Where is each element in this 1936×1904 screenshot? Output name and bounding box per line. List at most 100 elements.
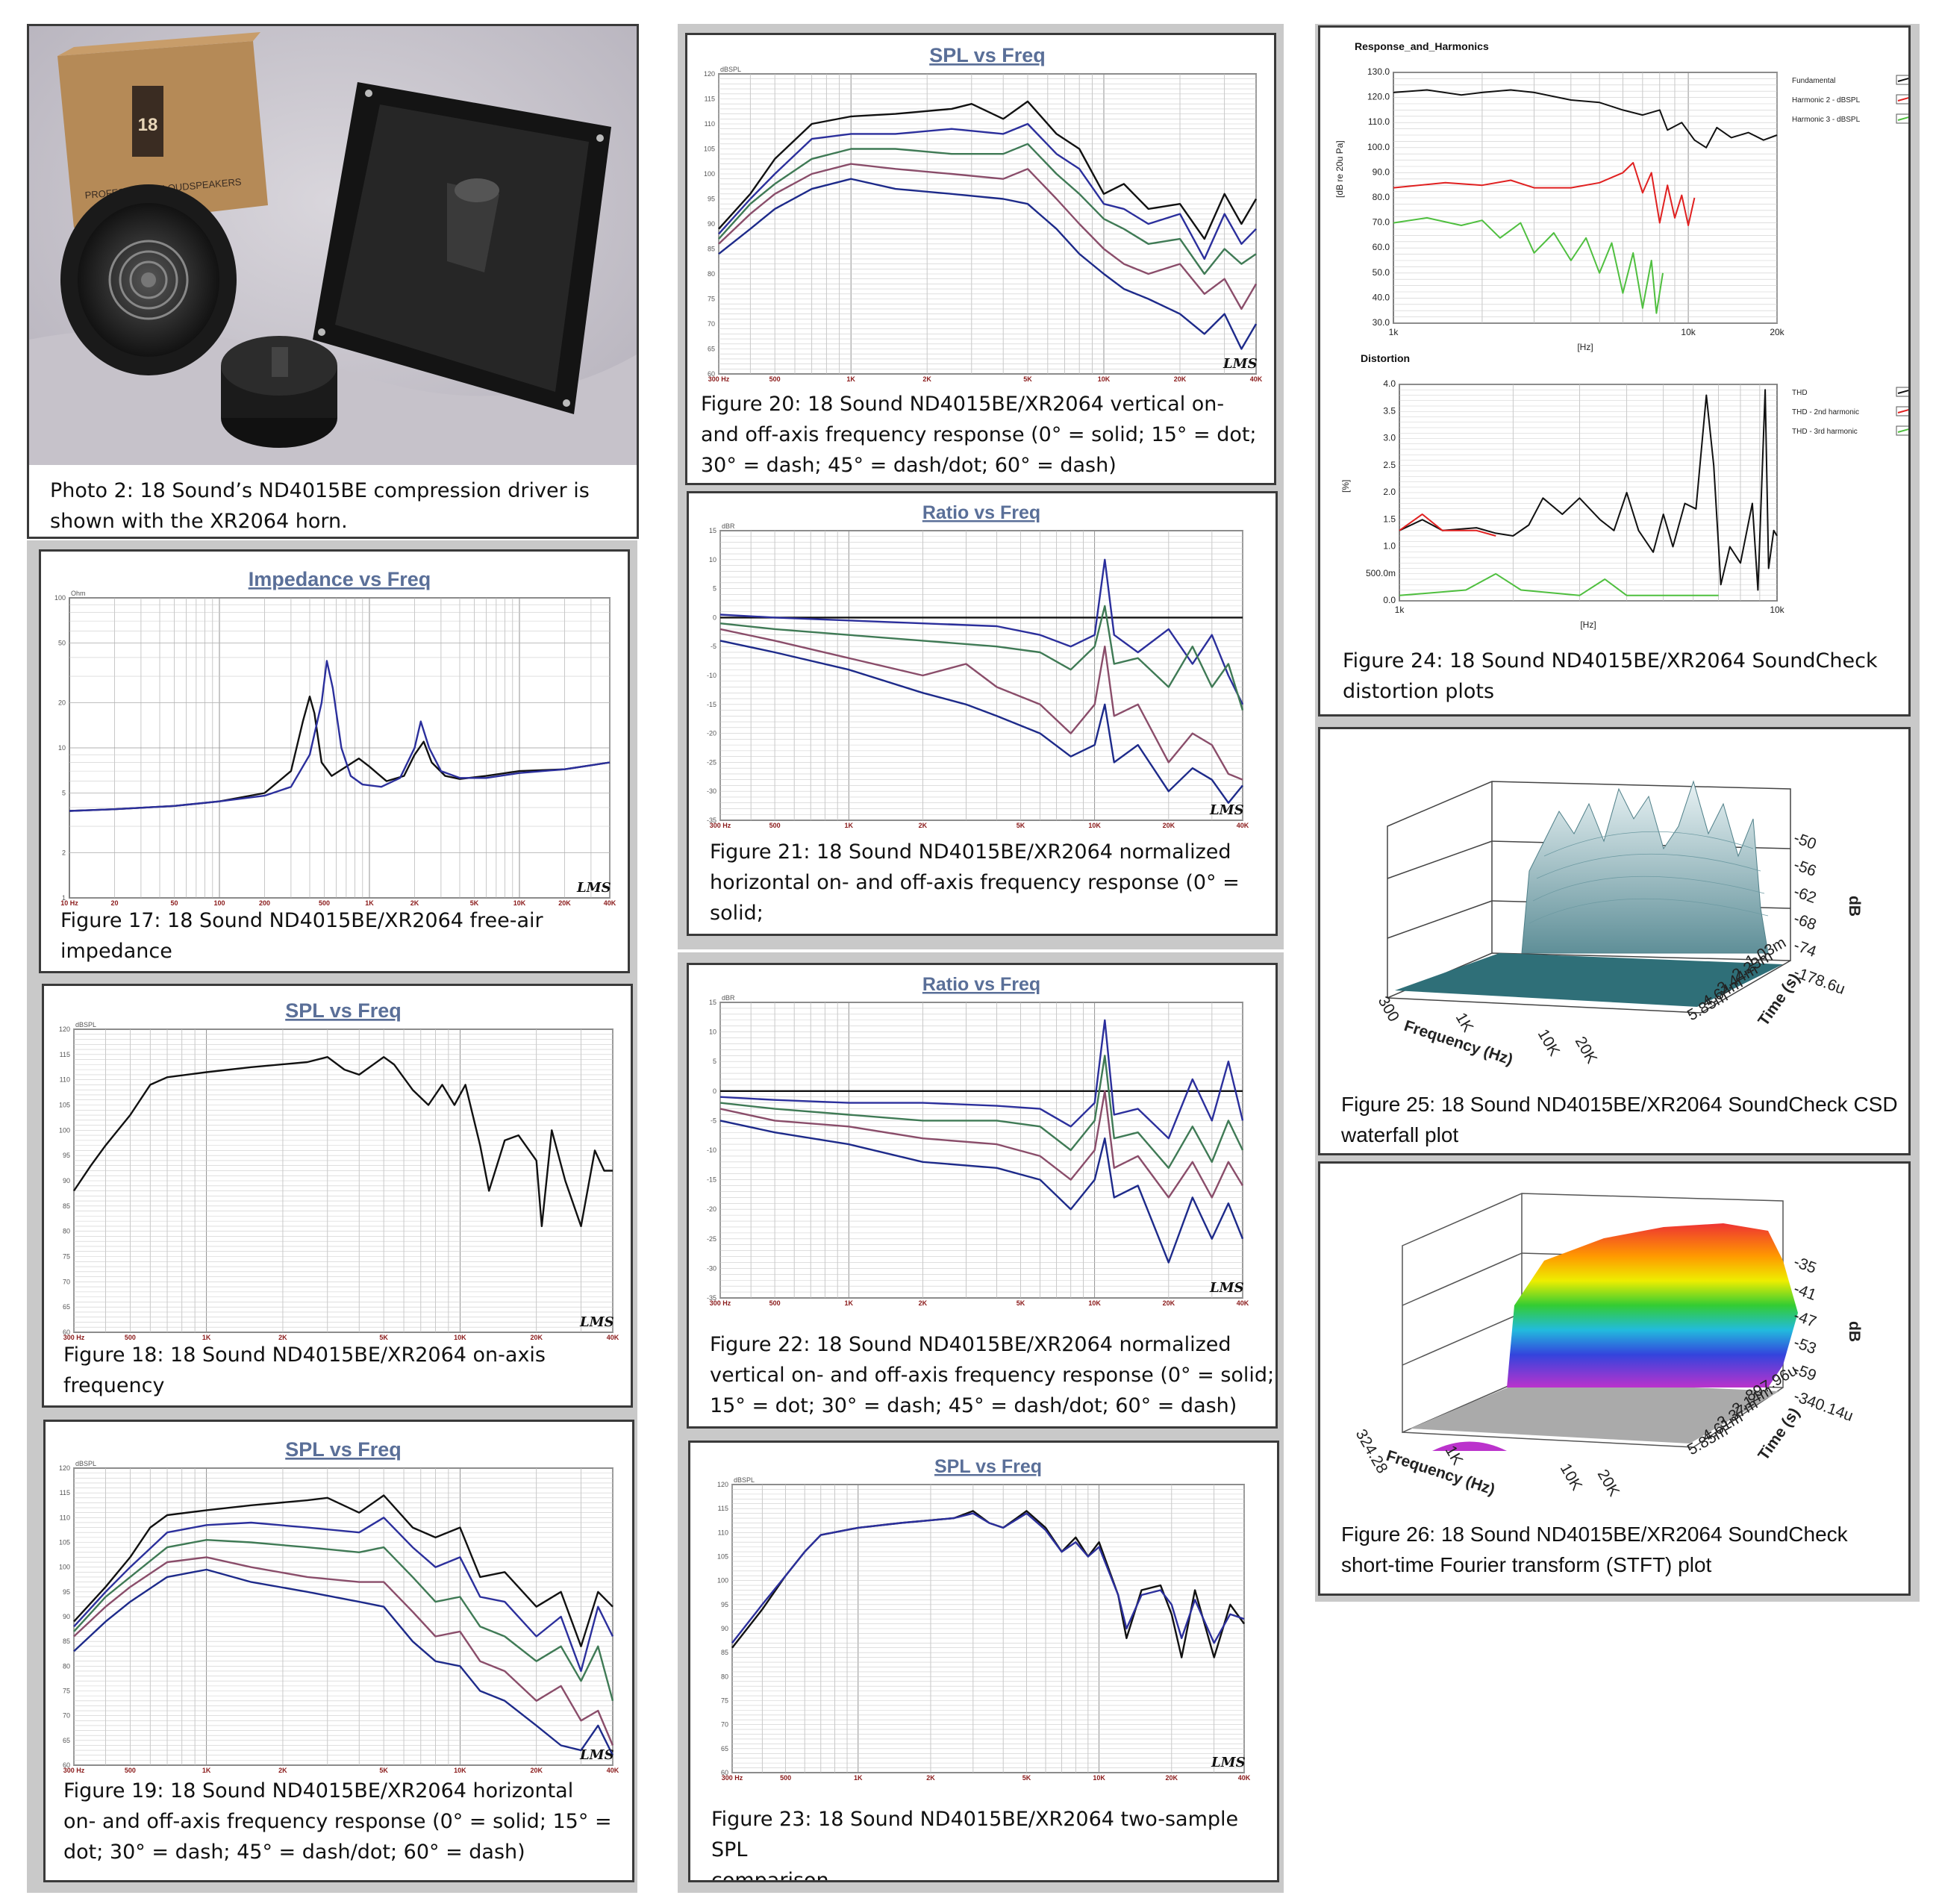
y-tick-label: 15 <box>709 999 716 1006</box>
y-tick-label: 100 <box>704 170 715 178</box>
series-line <box>73 1556 614 1746</box>
y-tick-label: 50 <box>58 640 66 647</box>
series-line <box>719 628 1243 781</box>
photo-driver-horn: 18 PROFESSIONAL LOUDSPEAKERS <box>29 26 637 465</box>
chart-title: SPL vs Freq <box>285 1438 402 1461</box>
x-tick-label: 10K <box>1093 1774 1105 1782</box>
y-tick-label: 60 <box>63 1329 70 1336</box>
series-line <box>719 1090 1244 1199</box>
x-tick-label: 10K <box>513 899 526 907</box>
y-tick-label: 120 <box>59 1464 70 1472</box>
figure-21-panel: Ratio vs Freq 15 10 5 0 -5 -10 -15 -20 -25 -30 -35 3… <box>687 491 1278 936</box>
y-tick-label: 120 <box>717 1481 728 1488</box>
x-tick-label: 5K <box>1022 1774 1031 1782</box>
figure-20-panel: SPL vs Freq 120 115 110 105 100 95 90 85 80 75 70 65… <box>685 33 1276 485</box>
y-tick-label: 110 <box>60 1514 70 1521</box>
y-tick-label: 5 <box>713 1058 716 1065</box>
y-tick-label: 90.0 <box>1373 166 1390 177</box>
y-axis-label: dBSPL <box>75 1021 96 1029</box>
chart-title: Ratio vs Freq <box>922 974 1040 995</box>
x-tick-label: 10k <box>1681 327 1696 337</box>
y-axis-label: dBSPL <box>734 1476 755 1484</box>
legend-swatch <box>1897 97 1908 102</box>
x-tick-label: 40K <box>604 899 616 907</box>
y-tick-label: 110 <box>718 1529 728 1536</box>
x-tick-label: 10K <box>1088 1299 1101 1307</box>
lms-logo: LMS <box>1223 356 1258 372</box>
y-tick-label: -25 <box>707 1235 716 1243</box>
y-tick-label: 80 <box>708 270 715 278</box>
x-tick-label: 10 Hz <box>60 899 78 907</box>
series-line <box>719 558 1244 705</box>
y-tick-label: 100.0 <box>1367 142 1390 152</box>
y-tick-label: 110.0 <box>1368 116 1390 127</box>
figure-26-caption: Figure 26: 18 Sound ND4015BE/XR2064 Soun… <box>1341 1523 1848 1576</box>
series-line <box>1393 216 1664 314</box>
legend-swatch <box>1897 428 1908 433</box>
y-tick-label: 5 <box>713 585 716 593</box>
y-tick-label: -30 <box>707 1264 716 1272</box>
figure-21-chart: Ratio vs Freq 15 10 5 0 -5 -10 -15 -20 -25 -30 -353… <box>707 502 1249 829</box>
y-tick-label: 75 <box>708 296 715 303</box>
y-tick-label: -20 <box>707 730 716 737</box>
y-tick-label: 115 <box>60 1051 70 1058</box>
y-tick-label: 70 <box>63 1278 70 1285</box>
x-tick-label: 300 Hz <box>722 1774 743 1782</box>
y-tick-label: 10 <box>58 744 66 752</box>
series-line <box>1399 514 1496 537</box>
figure-19-chart: SPL vs Freq 120 115 110 105 100 95 90 85 80 75 70 65… <box>59 1438 619 1774</box>
y-tick-label: 10 <box>709 556 716 564</box>
x-tick-label: 20K <box>1174 375 1187 383</box>
y-tick-label: 500.0m <box>1366 568 1396 578</box>
series-line <box>718 163 1258 310</box>
figure-18-chart: SPL vs Freq 120 115 110 105 100 95 90 85 80 75 70 65… <box>59 999 619 1341</box>
x-tick-label: 10K <box>1098 375 1111 383</box>
series-line <box>718 143 1257 275</box>
y-axis-label: dBSPL <box>720 66 741 73</box>
y-tick-label: 15 <box>709 527 716 534</box>
y-tick-label: 60 <box>63 1761 70 1769</box>
y-tick-label: 65 <box>63 1303 70 1311</box>
figure-23-caption: Figure 23: 18 Sound ND4015BE/XR2064 two-… <box>711 1808 1239 1882</box>
y-tick-label: -5 <box>711 1117 716 1124</box>
figure-19-caption: Figure 19: 18 Sound ND4015BE/XR2064 hori… <box>63 1779 612 1864</box>
y-axis-label: dBR <box>722 522 735 530</box>
legend-label: THD <box>1792 389 1808 397</box>
y-tick-label: 105 <box>59 1539 70 1546</box>
y-tick-label: -15 <box>707 701 716 708</box>
x-tick-label: 1K <box>844 822 853 829</box>
series-line <box>69 660 611 812</box>
lms-logo: LMS <box>579 1747 614 1763</box>
x-tick-label: 500 <box>780 1774 791 1782</box>
y-tick-label: 105 <box>704 146 715 153</box>
x-tick-label: 500 <box>769 1299 781 1307</box>
y-tick-label: 50.0 <box>1373 267 1390 278</box>
legend-label: THD - 2nd harmonic <box>1792 408 1859 416</box>
figure-24-chart-bottom: Distortion 4.0 3.5 3.0 2.5 2.0 1.5 1.0 500.0m 0.0… <box>1340 352 1908 630</box>
horn <box>313 82 611 414</box>
x-tick-label: 40K <box>607 1334 619 1341</box>
y-tick-label: 110 <box>60 1076 70 1084</box>
y-tick-label: 10 <box>709 1029 716 1036</box>
y-tick-label: -25 <box>707 758 716 766</box>
y-tick-label: -5 <box>711 643 716 650</box>
x-tick-label: 1K <box>365 899 374 907</box>
x-tick-label: 40K <box>1237 1299 1249 1307</box>
x-tick-label: 100 <box>213 899 225 907</box>
y-tick-label: 115 <box>705 96 715 103</box>
y-tick-label: 2 <box>62 849 66 856</box>
y-tick-label: 2.5 <box>1383 460 1396 470</box>
figure-17-chart: Impedance vs Freq 100 50 20 10 5 2 110 Hz 20 50 10… <box>54 568 616 907</box>
series-line <box>719 1019 1244 1140</box>
y-tick-label: 2.0 <box>1383 487 1396 497</box>
photo-panel: 18 PROFESSIONAL LOUDSPEAKERS Photo 2: 18… <box>27 24 639 539</box>
y-axis-label: Ohm <box>71 590 86 597</box>
figure-25-caption: Figure 25: 18 Sound ND4015BE/XR2064 Soun… <box>1341 1093 1898 1146</box>
chart-title: Distortion <box>1361 352 1410 364</box>
y-tick-label: -35 <box>707 1294 716 1302</box>
figure-20-caption: Figure 20: 18 Sound ND4015BE/XR2064 vert… <box>701 393 1257 477</box>
y-tick-label: 100 <box>59 1126 70 1134</box>
y-axis-label: [dB re 20u Pa] <box>1334 140 1345 198</box>
y-tick-label: -20 <box>707 1205 716 1213</box>
x-tick-label: 5K <box>1023 375 1032 383</box>
